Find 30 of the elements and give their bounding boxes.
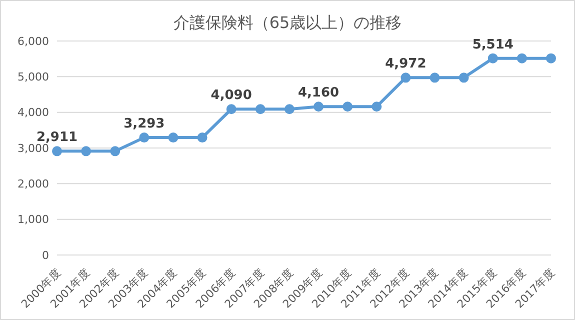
data-label: 4,160 <box>298 86 340 101</box>
point <box>516 53 527 64</box>
point <box>168 132 178 143</box>
data-label: 3,293 <box>124 116 165 132</box>
y-tick-label: 2,000 <box>18 178 49 191</box>
y-tick-label: 6,000 <box>18 34 49 48</box>
point <box>458 72 469 83</box>
chart-title: 介護保険料（65歳以上）の推移 <box>172 12 403 34</box>
point <box>139 132 150 143</box>
point <box>546 53 556 64</box>
point <box>488 53 498 64</box>
point <box>342 102 353 112</box>
y-tick-label: 0 <box>42 248 49 262</box>
point <box>110 146 120 156</box>
point <box>372 102 382 112</box>
y-tick-label: 4,000 <box>18 106 49 120</box>
point <box>430 72 440 83</box>
point <box>400 72 411 83</box>
point <box>226 104 236 114</box>
point <box>314 102 324 112</box>
point <box>52 146 62 156</box>
point <box>81 146 92 156</box>
y-tick-label: 5,000 <box>18 70 49 84</box>
data-label: 5,514 <box>472 37 514 52</box>
point <box>197 132 208 143</box>
data-label: 4,090 <box>210 88 252 104</box>
y-tick-label: 1,000 <box>18 213 49 226</box>
data-label: 4,972 <box>385 56 426 72</box>
point <box>255 104 266 114</box>
point <box>284 104 294 114</box>
